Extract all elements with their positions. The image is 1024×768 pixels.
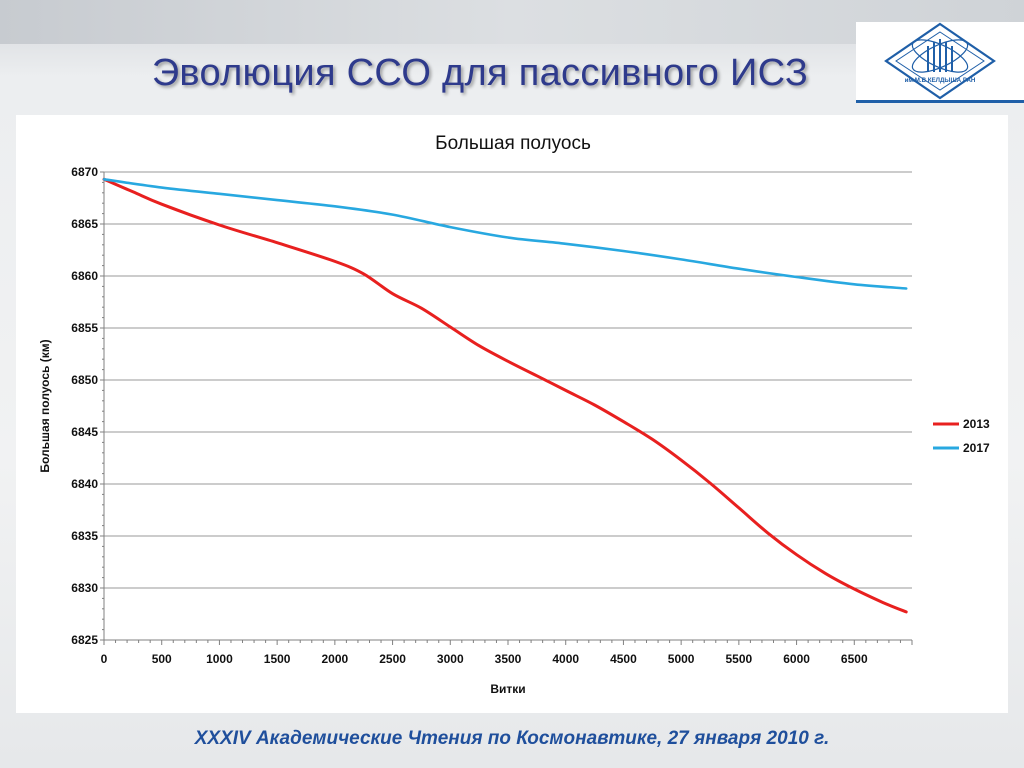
x-tick-label: 2500 — [379, 652, 406, 666]
x-tick-label: 4000 — [552, 652, 579, 666]
y-axis-title: Большая полуось (км) — [38, 339, 52, 472]
legend-label-2013: 2013 — [963, 417, 990, 431]
y-tick-label: 6840 — [71, 477, 98, 491]
y-tick-label: 6845 — [71, 425, 98, 439]
series-line-2013 — [102, 177, 908, 614]
x-tick-label: 5000 — [668, 652, 695, 666]
series-lines — [102, 177, 908, 614]
logo: им.М.В.КЕЛДЫША РАН — [856, 22, 1024, 103]
x-tick-label: 1000 — [206, 652, 233, 666]
logo-emblem: им.М.В.КЕЛДЫША РАН — [884, 22, 996, 100]
x-tick-label: 6500 — [841, 652, 868, 666]
y-tick-label: 6830 — [71, 581, 98, 595]
x-tick-label: 3000 — [437, 652, 464, 666]
y-tick-label: 6865 — [71, 217, 98, 231]
x-tick-label: 6000 — [783, 652, 810, 666]
x-tick-label: 5500 — [726, 652, 753, 666]
x-tick-label: 1500 — [264, 652, 291, 666]
x-axis-title: Витки — [490, 682, 525, 696]
y-tick-label: 6855 — [71, 321, 98, 335]
axis-ticks: 6825 6830 6835 6840 6845 6850 6855 6860 6865 6870… — [71, 165, 913, 666]
x-tick-label: 500 — [152, 652, 172, 666]
chart-title: Большая полуось — [435, 133, 591, 154]
grid — [103, 171, 912, 641]
footer-caption: XXXIV Академические Чтения по Космонавти… — [194, 728, 830, 749]
x-tick-label: 2000 — [322, 652, 349, 666]
x-tick-label: 4500 — [610, 652, 637, 666]
y-tick-label: 6835 — [71, 529, 98, 543]
line-chart: Большая полуось Большая полуось (км) Вит… — [38, 133, 990, 696]
y-tick-label: 6850 — [71, 373, 98, 387]
chart-panel: Большая полуось Большая полуось (км) Вит… — [16, 115, 1008, 713]
logo-text: им.М.В.КЕЛДЫША РАН — [905, 77, 976, 84]
y-tick-label: 6860 — [71, 269, 98, 283]
x-tick-label: 3500 — [495, 652, 522, 666]
top-band — [0, 0, 1024, 44]
legend-label-2017: 2017 — [963, 441, 990, 455]
series-line-2017 — [102, 178, 908, 290]
x-tick-label: 0 — [101, 652, 108, 666]
legend: 2013 2017 — [933, 417, 990, 455]
y-tick-label: 6870 — [71, 165, 98, 179]
slide-title: Эволюция ССО для пассивного ИСЗ — [151, 52, 809, 94]
y-tick-label: 6825 — [71, 633, 98, 647]
